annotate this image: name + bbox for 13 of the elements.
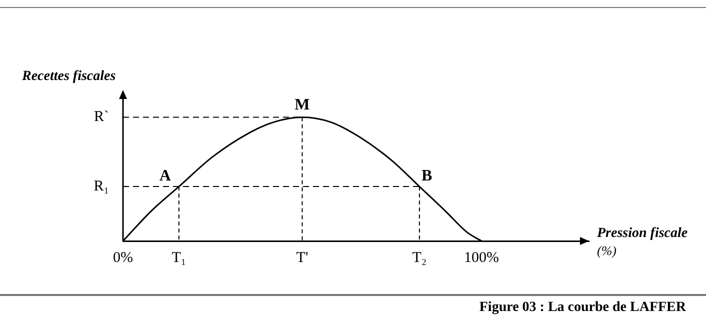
x-tick-label: T' <box>296 250 308 266</box>
ref-line-label: R₁ <box>94 178 109 194</box>
annotation: M <box>294 96 310 114</box>
y-axis-title: Recettes fiscales <box>21 69 116 84</box>
ref-line-label: R` <box>94 109 109 126</box>
x-tick-label: 0% <box>113 250 133 266</box>
x-tick-label: T₂ <box>412 250 427 266</box>
x-tick-label: 100% <box>464 250 499 266</box>
caption: Figure 03 : La courbe de LAFFER <box>479 300 686 316</box>
x-axis-title: Pression fiscale (%) <box>597 226 688 258</box>
annotation: A <box>159 168 172 185</box>
x-tick-label: T₁ <box>172 250 186 266</box>
annotation: B <box>421 168 432 185</box>
